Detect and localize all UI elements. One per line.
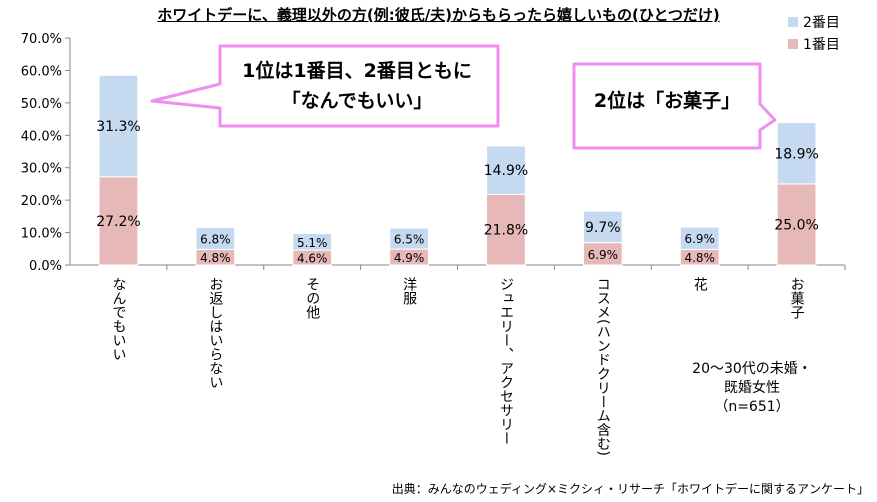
- bar-second: [98, 74, 139, 178]
- bar-second: [679, 226, 720, 250]
- x-category-label: 洋服: [401, 277, 417, 306]
- data-label: 25.0%: [774, 217, 818, 233]
- x-category-label: その他: [304, 277, 320, 320]
- sample-note-line-1: 20〜30代の未婚・: [692, 361, 812, 377]
- callout-second-place: 2位は「お菓子」: [572, 86, 762, 116]
- bar-second: [389, 227, 429, 250]
- sample-note-line-3: （n=651）: [714, 399, 790, 415]
- x-category-label: 花: [692, 277, 708, 292]
- bar-second: [195, 226, 236, 250]
- sample-note: 20〜30代の未婚・ 既婚女性 （n=651）: [662, 360, 842, 417]
- callout-first-bubble: [150, 44, 500, 128]
- callout-second-bubble: [572, 62, 777, 150]
- bar-first: [98, 176, 139, 266]
- data-label: 31.3%: [96, 119, 140, 135]
- callout-first-place: 1位は1番目、2番目ともに 「なんでもいい」: [218, 56, 496, 116]
- data-label: 14.9%: [484, 163, 528, 179]
- x-category-label: コスメ(ハンドクリーム含む): [595, 277, 611, 456]
- y-tick-label: 40.0%: [21, 129, 62, 144]
- legend-swatch-first: [788, 39, 798, 49]
- data-label: 6.5%: [394, 233, 425, 247]
- data-label: 18.9%: [774, 146, 818, 162]
- x-category-label: なんでもいい: [110, 277, 126, 361]
- x-category-label: ジュエリー、アクセサリー: [498, 277, 514, 445]
- data-label: 6.9%: [684, 232, 715, 246]
- legend-item-first: 1番目: [788, 34, 840, 54]
- data-label: 4.8%: [684, 251, 715, 265]
- chart-title: ホワイトデーに、義理以外の方(例:彼氏/夫)からもらったら嬉しいもの(ひとつだけ…: [157, 6, 720, 24]
- data-label: 5.1%: [297, 236, 328, 250]
- bar-second: [486, 145, 526, 195]
- y-tick-label: 20.0%: [21, 194, 62, 209]
- callout-first-line-1: 1位は1番目、2番目ともに: [242, 60, 472, 82]
- y-tick-label: 0.0%: [29, 259, 62, 274]
- legend-label-second: 2番目: [803, 15, 840, 31]
- y-tick-label: 30.0%: [21, 162, 62, 177]
- data-label: 4.8%: [200, 251, 231, 265]
- y-tick-label: 70.0%: [21, 32, 62, 47]
- bar-first: [486, 193, 526, 266]
- bar-second: [582, 210, 623, 244]
- y-tick-label: 10.0%: [21, 227, 62, 242]
- data-label: 27.2%: [96, 214, 140, 230]
- legend-item-second: 2番目: [788, 12, 840, 32]
- data-label: 6.8%: [200, 232, 231, 246]
- source-note: 出典：みんなのウェディング×ミクシィ・リサーチ「ホワイトデーに関するアンケート」: [391, 482, 869, 496]
- data-label: 21.8%: [484, 223, 528, 239]
- legend-swatch-second: [788, 17, 798, 27]
- sample-note-line-2: 既婚女性: [724, 380, 780, 396]
- legend-label-first: 1番目: [803, 37, 840, 53]
- callout-second-text: 2位は「お菓子」: [593, 90, 741, 112]
- y-tick-label: 50.0%: [21, 97, 62, 112]
- data-label: 4.6%: [297, 252, 328, 266]
- x-category-label: お返しはいらない: [207, 277, 223, 389]
- bar-first: [776, 183, 817, 266]
- y-tick-label: 60.0%: [21, 64, 62, 79]
- callout-first-line-2: 「なんでもいい」: [281, 90, 433, 112]
- bar-second: [776, 122, 817, 185]
- data-label: 9.7%: [585, 220, 621, 236]
- data-label: 6.9%: [588, 248, 619, 262]
- bar-second: [292, 233, 333, 251]
- data-label: 4.9%: [394, 251, 425, 265]
- x-category-label: お菓子: [789, 277, 805, 319]
